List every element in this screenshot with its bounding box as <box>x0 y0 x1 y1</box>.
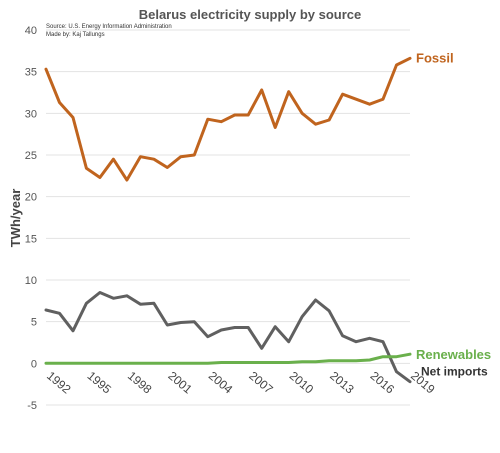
y-tick-label: 35 <box>25 67 37 79</box>
x-tick-layer: 1992 1995 1998 2001 2004 2007 2010 2013 2016 2019 <box>44 369 438 397</box>
x-tick-label: 2001 <box>165 369 195 397</box>
y-tick-layer: -5 0 5 10 15 20 25 30 35 40 <box>25 25 37 412</box>
y-tick-label: 30 <box>25 108 37 120</box>
x-tick-label: 1995 <box>85 369 115 397</box>
x-tick-label: 1992 <box>44 369 74 397</box>
series-line-net-imports <box>44 291 412 384</box>
y-tick-label: 15 <box>25 233 37 245</box>
x-tick-label: 2010 <box>287 369 317 397</box>
grid-layer <box>46 29 410 406</box>
x-tick-label: 2007 <box>246 369 276 397</box>
x-tick-label: 1998 <box>125 369 155 397</box>
author-note: Made by: Kaj Tallungs <box>46 32 105 38</box>
y-axis-label: TWh/year <box>8 189 23 248</box>
series-label-fossil: Fossil <box>416 50 454 65</box>
chart-title: Belarus electricity supply by source <box>139 7 362 22</box>
y-tick-label: 10 <box>25 275 37 287</box>
x-tick-label: 2013 <box>327 369 357 397</box>
series-label-layer: Fossil Net imports Renewables <box>416 50 491 378</box>
y-tick-label: 0 <box>31 358 37 370</box>
source-note: Source: U.S. Energy Information Administ… <box>46 24 172 30</box>
y-tick-label: -5 <box>27 400 37 412</box>
y-tick-label: 5 <box>31 317 37 329</box>
y-tick-label: 40 <box>25 25 37 37</box>
series-line-fossil <box>44 56 412 182</box>
x-tick-label: 2016 <box>368 369 398 397</box>
series-layer <box>44 56 412 384</box>
series-label-renewables: Renewables <box>416 347 491 362</box>
series-line-renewables <box>44 352 412 365</box>
y-tick-label: 20 <box>25 192 37 204</box>
x-tick-label: 2004 <box>206 369 236 397</box>
y-tick-label: 25 <box>25 150 37 162</box>
series-label-net-imports: Net imports <box>421 365 488 379</box>
